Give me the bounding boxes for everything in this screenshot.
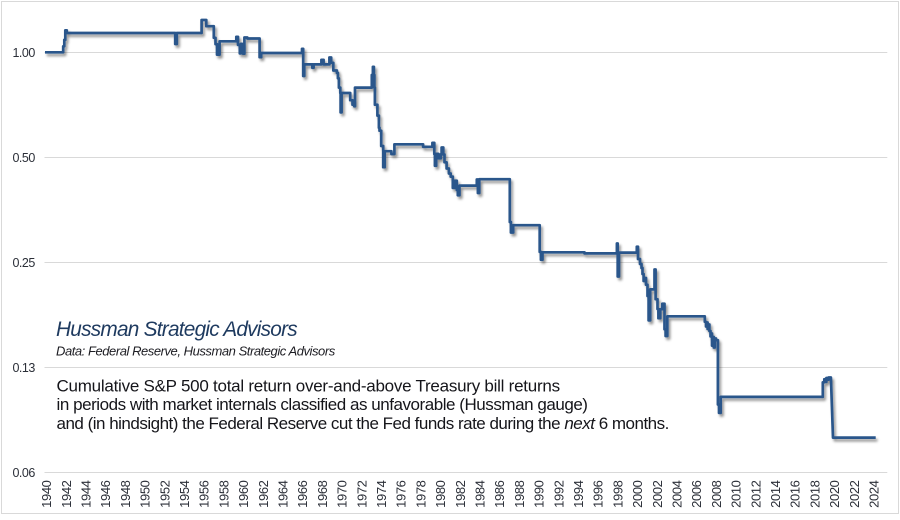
svg-text:0.13: 0.13 [12, 361, 35, 375]
svg-text:1964: 1964 [276, 480, 291, 507]
svg-text:1960: 1960 [236, 480, 251, 507]
svg-text:1986: 1986 [492, 480, 507, 507]
svg-text:1972: 1972 [354, 480, 369, 507]
svg-text:0.25: 0.25 [12, 256, 35, 270]
svg-text:1980: 1980 [433, 480, 448, 507]
svg-text:1992: 1992 [551, 480, 566, 507]
svg-text:1978: 1978 [413, 480, 428, 507]
svg-text:2010: 2010 [729, 480, 744, 507]
svg-text:1952: 1952 [157, 480, 172, 507]
svg-text:1942: 1942 [59, 480, 74, 507]
svg-text:0.50: 0.50 [12, 151, 35, 165]
svg-text:1966: 1966 [295, 480, 310, 507]
svg-text:1970: 1970 [335, 480, 350, 507]
svg-text:2004: 2004 [670, 480, 685, 507]
svg-text:1958: 1958 [216, 480, 231, 507]
svg-text:1946: 1946 [98, 480, 113, 507]
svg-text:1950: 1950 [138, 480, 153, 507]
svg-text:1998: 1998 [610, 480, 625, 507]
svg-text:1984: 1984 [473, 480, 488, 507]
svg-text:2012: 2012 [748, 480, 763, 507]
svg-text:2008: 2008 [709, 480, 724, 507]
svg-text:Hussman Strategic Advisors: Hussman Strategic Advisors [56, 318, 297, 341]
svg-text:and (in hindsight) the Federal: and (in hindsight) the Federal Reserve c… [57, 414, 669, 433]
svg-text:1954: 1954 [177, 480, 192, 507]
svg-text:1996: 1996 [591, 480, 606, 507]
svg-text:1948: 1948 [118, 480, 133, 507]
svg-text:1.00: 1.00 [12, 46, 35, 60]
svg-text:1988: 1988 [512, 480, 527, 507]
svg-text:2006: 2006 [689, 480, 704, 507]
svg-text:2020: 2020 [827, 480, 842, 507]
svg-text:1940: 1940 [39, 480, 54, 507]
svg-text:2024: 2024 [867, 480, 882, 507]
svg-text:1968: 1968 [315, 480, 330, 507]
svg-text:Data: Federal Reserve, Hussman: Data: Federal Reserve, Hussman Strategic… [56, 344, 336, 359]
svg-text:2016: 2016 [788, 480, 803, 507]
svg-text:1974: 1974 [374, 480, 389, 507]
svg-text:in periods with market interna: in periods with market internals classif… [57, 395, 588, 414]
svg-text:Cumulative S&P 500 total retur: Cumulative S&P 500 total return over-and… [57, 376, 560, 395]
svg-text:1976: 1976 [394, 480, 409, 507]
svg-text:2002: 2002 [650, 480, 665, 507]
svg-text:1956: 1956 [197, 480, 212, 507]
svg-text:1944: 1944 [79, 480, 94, 507]
svg-text:1962: 1962 [256, 480, 271, 507]
svg-text:0.06: 0.06 [12, 466, 35, 480]
svg-text:2014: 2014 [768, 480, 783, 507]
svg-text:2018: 2018 [807, 480, 822, 507]
svg-text:1990: 1990 [532, 480, 547, 507]
svg-text:2022: 2022 [847, 480, 862, 507]
svg-text:1994: 1994 [571, 480, 586, 507]
svg-text:2000: 2000 [630, 480, 645, 507]
svg-text:1982: 1982 [453, 480, 468, 507]
